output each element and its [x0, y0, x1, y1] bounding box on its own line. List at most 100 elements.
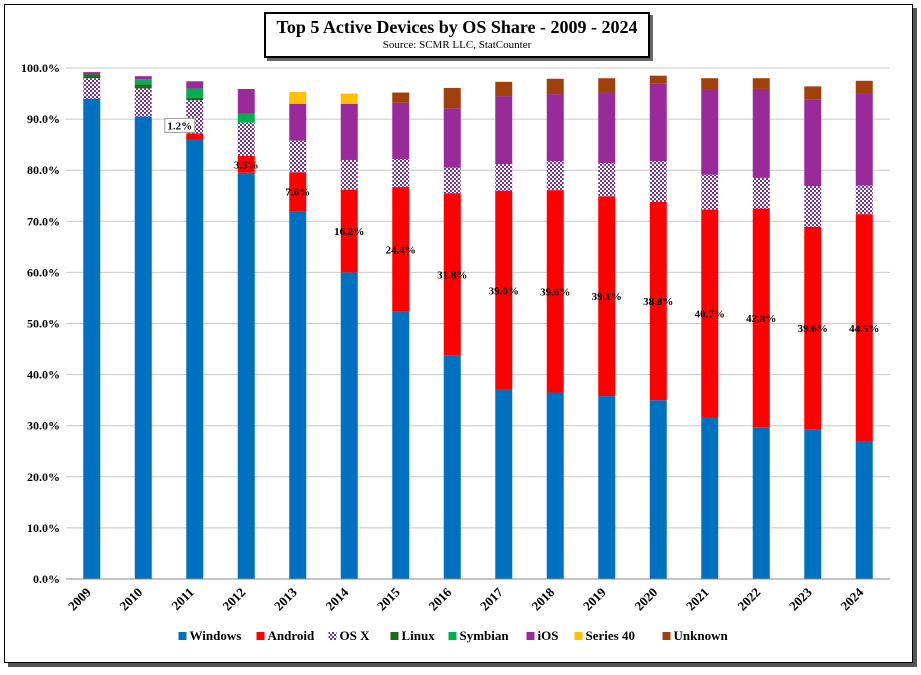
bar-segment-unknown: [804, 86, 822, 100]
bar-segment-ios: [546, 94, 564, 162]
legend-swatch: [526, 632, 535, 640]
legend-label: OS X: [340, 628, 371, 643]
legend-swatch: [256, 632, 265, 640]
bar-segment-os-x: [598, 163, 616, 197]
bar-segment-unknown: [855, 80, 873, 94]
bar-segment-series-40: [289, 92, 307, 104]
bar-segment-android: [392, 187, 410, 312]
bar-segment-symbian: [134, 79, 152, 85]
bar-segment-android: [701, 209, 719, 418]
bar-segment-windows: [855, 441, 873, 579]
legend-label: Unknown: [674, 628, 729, 643]
bar-segment-windows: [804, 429, 822, 579]
bar-segment-windows: [701, 417, 719, 579]
chart-title-box: Top 5 Active Devices by OS Share - 2009 …: [264, 12, 650, 58]
y-tick-label: 60.0%: [27, 265, 60, 279]
data-label: 42.8%: [746, 313, 776, 325]
bar-segment-android: [546, 190, 564, 393]
y-tick-label: 30.0%: [27, 419, 60, 433]
x-tick-label: 2016: [425, 584, 454, 613]
bar-segment-series-40: [340, 93, 358, 104]
x-tick-label: 2011: [168, 585, 196, 613]
bar-segment-os-x: [134, 88, 152, 117]
legend-label: Android: [268, 628, 315, 643]
x-tick-label: 2010: [116, 585, 145, 614]
chart-title: Top 5 Active Devices by OS Share - 2009 …: [276, 17, 638, 37]
bar-segment-windows: [289, 211, 307, 579]
data-label: 31.8%: [437, 269, 467, 281]
bar-segment-unknown: [546, 78, 564, 95]
x-tick-label: 2009: [65, 584, 94, 613]
bar-segment-windows: [443, 355, 461, 579]
bar-segment-unknown: [392, 92, 410, 103]
bar-segment-linux: [83, 74, 101, 79]
bar-segment-os-x: [855, 185, 873, 215]
bar-segment-linux: [134, 84, 152, 89]
bar-segment-os-x: [701, 174, 719, 210]
chart-subtitle: Source: SCMR LLC, StatCounter: [382, 39, 532, 51]
x-tick-label: 2020: [631, 585, 660, 614]
bar-segment-ios: [598, 92, 616, 164]
data-label: 39.6%: [798, 323, 828, 335]
x-tick-label: 2021: [683, 585, 712, 614]
bar-segment-windows: [649, 400, 667, 579]
bar-segment-windows: [392, 311, 410, 579]
bar-segment-os-x: [546, 161, 564, 191]
bar-segment-ios: [701, 89, 719, 175]
bar-segment-ios: [392, 102, 410, 159]
y-tick-label: 0.0%: [33, 572, 60, 586]
bar-segment-android: [598, 196, 616, 397]
bar-segment-unknown: [752, 78, 770, 89]
bar-segment-os-x: [237, 122, 255, 156]
y-tick-label: 100.0%: [21, 61, 60, 75]
legend-label: Linux: [402, 628, 436, 643]
bar-segment-unknown: [495, 81, 513, 97]
legend-swatch: [328, 632, 337, 640]
bar-segment-ios: [83, 72, 101, 75]
y-tick-label: 70.0%: [27, 214, 60, 228]
legend-swatch: [178, 632, 187, 640]
bars: [83, 72, 873, 580]
bar-segment-android: [752, 208, 770, 428]
bar-segment-ios: [855, 93, 873, 186]
legend-swatch: [574, 632, 583, 640]
y-tick-label: 50.0%: [27, 317, 60, 331]
legend-swatch: [390, 632, 399, 640]
bar-segment-ios: [804, 99, 822, 187]
bar-segment-android: [804, 226, 822, 430]
bar-segment-windows: [340, 272, 358, 579]
bar-segment-os-x: [752, 177, 770, 209]
bar-segment-ios: [752, 88, 770, 178]
bar-segment-ios: [443, 108, 461, 168]
bar-segment-os-x: [495, 164, 513, 191]
bar-segment-windows: [186, 139, 204, 580]
x-tick-label: 2024: [837, 584, 866, 613]
y-tick-label: 80.0%: [27, 163, 60, 177]
bar-segment-windows: [237, 172, 255, 579]
bar-segment-os-x: [289, 140, 307, 173]
bar-segment-symbian: [186, 88, 204, 98]
bar-segment-windows: [495, 389, 513, 579]
x-tick-label: 2017: [477, 584, 506, 613]
bar-segment-android: [340, 189, 358, 273]
bar-segment-unknown: [701, 78, 719, 90]
bar-segment-os-x: [443, 167, 461, 194]
y-tick-label: 40.0%: [27, 368, 60, 382]
y-tick-label: 20.0%: [27, 470, 60, 484]
bar-segment-ios: [649, 83, 667, 162]
data-label: 7.6%: [285, 187, 310, 199]
bar-segment-android: [186, 133, 204, 140]
bar-segment-ios: [340, 103, 358, 160]
data-label: 39.1%: [592, 291, 622, 303]
bar-segment-os-x: [392, 158, 410, 188]
bar-segment-windows: [752, 427, 770, 579]
x-tick-label: 2015: [374, 584, 403, 613]
data-label-box: [164, 117, 196, 133]
bar-segment-os-x: [804, 186, 822, 227]
bar-segment-unknown: [649, 75, 667, 84]
data-label: 24.4%: [386, 244, 416, 256]
data-label: 39.0%: [489, 285, 519, 297]
bar-segment-android: [495, 190, 513, 390]
data-label: 3.3%: [234, 159, 259, 171]
bar-segment-windows: [134, 116, 152, 580]
